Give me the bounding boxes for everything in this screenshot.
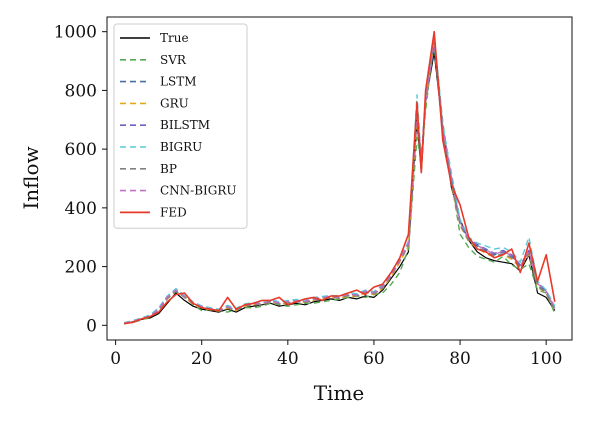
legend-label: FED [160, 205, 187, 219]
series-line-svr [124, 36, 556, 324]
legend-label: BIGRU [160, 140, 202, 154]
x-tick-label: 100 [530, 349, 562, 369]
y-tick-label: 0 [86, 316, 97, 336]
x-tick-label: 0 [110, 349, 121, 369]
legend-label: SVR [160, 53, 187, 67]
series-line-fed [124, 30, 556, 325]
legend-label: True [160, 31, 189, 45]
legend-label: GRU [160, 96, 189, 110]
y-axis-title: Inflow [19, 146, 43, 209]
x-axis-title: Time [314, 381, 365, 405]
y-tick-label: 200 [65, 258, 97, 278]
x-tick-label: 40 [277, 349, 299, 369]
legend: True SVR LSTM GRU BILSTM BIGRU BP CNN-BIGRU FED [113, 23, 248, 229]
legend-box [113, 23, 248, 229]
series-line-cnn-bigru [124, 38, 556, 324]
y-tick-label: 600 [65, 140, 97, 160]
legend-label: BP [160, 162, 177, 176]
x-tick-label: 80 [449, 349, 471, 369]
y-tick-label: 800 [65, 81, 97, 101]
legend-label: CNN-BIGRU [160, 184, 237, 198]
legend-label: LSTM [160, 75, 196, 89]
y-tick-label: 1000 [54, 23, 97, 43]
y-tick-label: 400 [65, 199, 97, 219]
series-layer [124, 30, 556, 325]
x-tick-label: 20 [191, 349, 213, 369]
legend-label: BILSTM [160, 118, 210, 132]
x-tick-label: 60 [363, 349, 385, 369]
